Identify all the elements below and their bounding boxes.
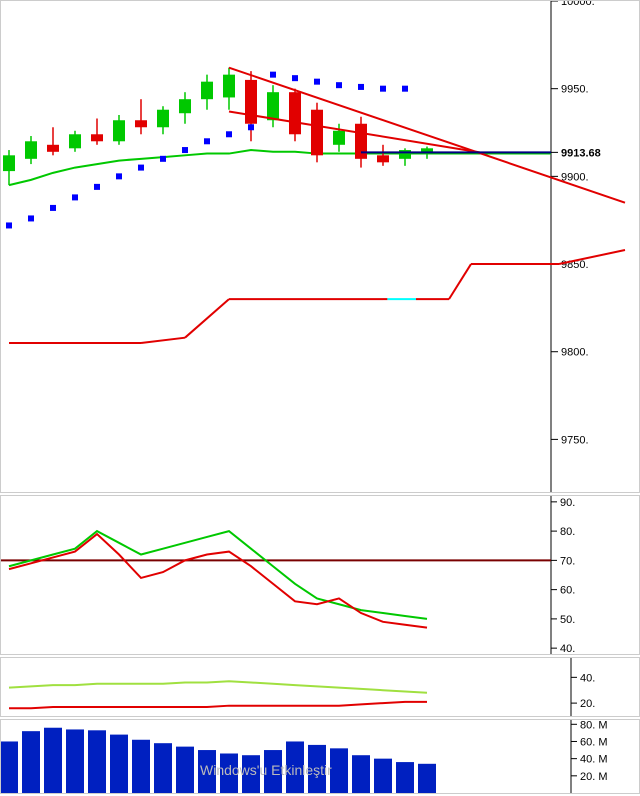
svg-text:9750.: 9750. bbox=[561, 434, 589, 446]
svg-text:9913.68: 9913.68 bbox=[561, 147, 601, 159]
svg-text:60. M: 60. M bbox=[580, 736, 608, 748]
chart-page: 10000.9950.9913.689900.9850.9800.9750. 9… bbox=[0, 0, 640, 796]
svg-text:90.: 90. bbox=[560, 497, 575, 509]
price-panel[interactable]: 10000.9950.9913.689900.9850.9800.9750. bbox=[0, 0, 640, 493]
oscillator2-panel[interactable]: 40. 20. bbox=[0, 657, 640, 717]
svg-text:9800.: 9800. bbox=[561, 347, 589, 359]
svg-text:40.: 40. bbox=[560, 643, 575, 655]
svg-text:50.: 50. bbox=[560, 614, 575, 626]
svg-text:40. M: 40. M bbox=[580, 754, 608, 766]
volume-panel[interactable]: 80. M 60. M 40. M 20. M bbox=[0, 719, 640, 794]
svg-text:60.: 60. bbox=[560, 585, 575, 597]
svg-text:20.: 20. bbox=[580, 698, 595, 710]
svg-text:20. M: 20. M bbox=[580, 771, 608, 783]
svg-text:40.: 40. bbox=[580, 672, 595, 684]
svg-text:9950.: 9950. bbox=[561, 84, 589, 96]
svg-text:80.: 80. bbox=[560, 526, 575, 538]
oscillator1-panel[interactable]: 90. 80. 70. 60. 50. 40. bbox=[0, 495, 640, 655]
svg-text:80. M: 80. M bbox=[580, 720, 608, 731]
svg-text:10000.: 10000. bbox=[561, 1, 595, 8]
svg-text:70.: 70. bbox=[560, 555, 575, 567]
